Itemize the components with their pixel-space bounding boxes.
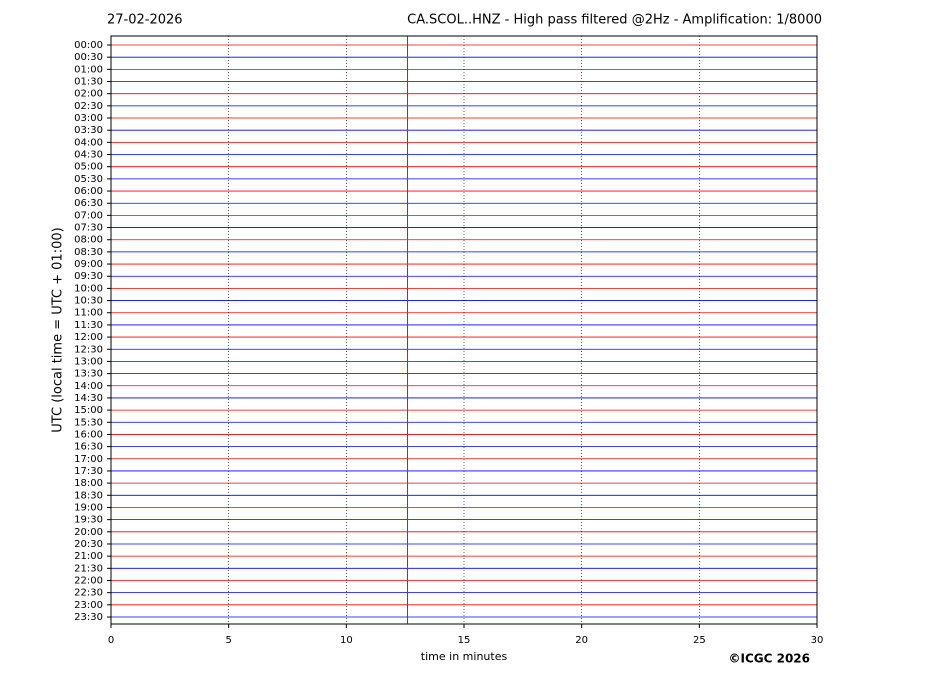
- y-tick-label: 03:00: [74, 113, 103, 124]
- y-tick-label: 00:30: [74, 52, 103, 63]
- y-tick-label: 15:30: [74, 417, 103, 428]
- plot-frame: [110, 35, 818, 625]
- y-tick-label: 12:00: [74, 332, 103, 343]
- y-tick-label: 08:30: [74, 247, 103, 258]
- y-tick-label: 16:30: [74, 442, 103, 453]
- y-tick-label: 01:00: [74, 64, 103, 75]
- y-tick-label: 18:30: [74, 490, 103, 501]
- y-tick-label: 20:00: [74, 527, 103, 538]
- y-tick-label: 14:30: [74, 393, 103, 404]
- y-tick-label: 19:00: [74, 502, 103, 513]
- y-tick-label: 09:00: [74, 259, 103, 270]
- x-tick-label: 25: [693, 635, 706, 646]
- y-tick-label: 17:30: [74, 466, 103, 477]
- y-tick-label: 22:30: [74, 588, 103, 599]
- y-tick-label: 15:00: [74, 405, 103, 416]
- y-tick-label: 14:00: [74, 381, 103, 392]
- x-tick-label: 20: [575, 635, 588, 646]
- y-tick-label: 08:00: [74, 235, 103, 246]
- y-tick-label: 12:30: [74, 344, 103, 355]
- y-tick-label: 02:30: [74, 101, 103, 112]
- y-tick-label: 10:30: [74, 296, 103, 307]
- x-tick-label: 10: [340, 635, 353, 646]
- y-axis-label: UTC (local time = UTC + 01:00): [51, 227, 66, 432]
- y-tick-label: 13:30: [74, 369, 103, 380]
- y-tick-label: 23:00: [74, 600, 103, 611]
- y-tick-label: 18:00: [74, 478, 103, 489]
- y-tick-label: 16:00: [74, 429, 103, 440]
- x-tick-label: 15: [458, 635, 471, 646]
- x-tick-label: 0: [108, 635, 114, 646]
- y-tick-label: 04:00: [74, 137, 103, 148]
- y-tick-label: 11:00: [74, 308, 103, 319]
- x-tick-label: 5: [225, 635, 231, 646]
- y-tick-label: 05:00: [74, 162, 103, 173]
- y-tick-label: 00:00: [74, 40, 103, 51]
- date: 27-02-2026: [107, 13, 183, 28]
- y-tick-label: 10:00: [74, 283, 103, 294]
- chart-title: CA.SCOL..HNZ - High pass filtered @2Hz -…: [407, 13, 822, 28]
- y-tick-label: 06:00: [74, 186, 103, 197]
- y-tick-label: 05:30: [74, 174, 103, 185]
- y-tick-label: 20:30: [74, 539, 103, 550]
- y-tick-label: 23:30: [74, 612, 103, 623]
- x-tick-label: 30: [811, 635, 824, 646]
- y-tick-label: 07:00: [74, 210, 103, 221]
- y-tick-label: 04:30: [74, 150, 103, 161]
- y-tick-label: 21:30: [74, 563, 103, 574]
- y-tick-label: 19:30: [74, 515, 103, 526]
- x-axis-label: time in minutes: [421, 650, 508, 663]
- y-tick-label: 13:00: [74, 356, 103, 367]
- y-tick-label: 11:30: [74, 320, 103, 331]
- credit: ©ICGC 2026: [728, 652, 810, 666]
- y-tick-label: 03:30: [74, 125, 103, 136]
- y-tick-label: 22:00: [74, 575, 103, 586]
- y-tick-label: 02:00: [74, 89, 103, 100]
- y-tick-label: 07:30: [74, 223, 103, 234]
- y-tick-label: 01:30: [74, 77, 103, 88]
- y-tick-label: 09:30: [74, 271, 103, 282]
- y-tick-label: 06:30: [74, 198, 103, 209]
- y-tick-label: 21:00: [74, 551, 103, 562]
- y-tick-label: 17:00: [74, 454, 103, 465]
